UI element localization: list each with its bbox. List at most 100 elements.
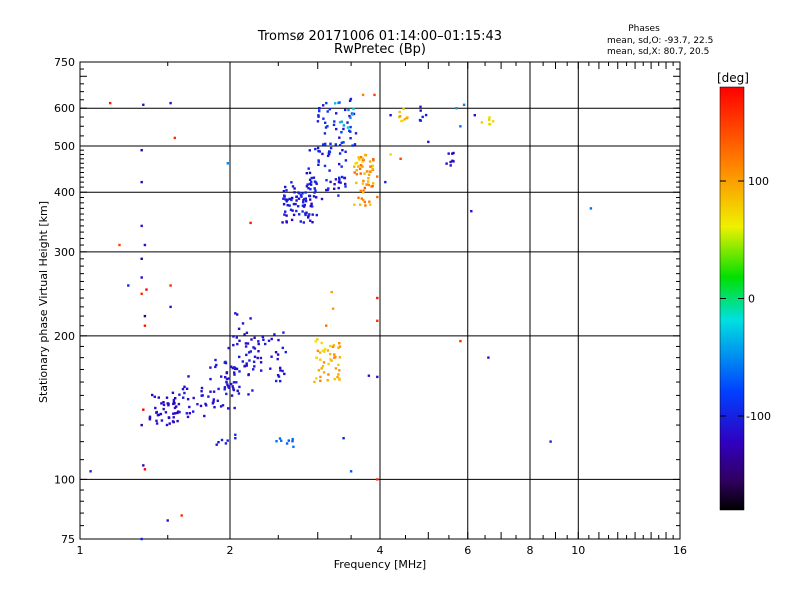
data-point <box>331 307 335 310</box>
data-point <box>322 361 326 364</box>
data-point <box>227 346 230 350</box>
data-point <box>274 351 278 354</box>
data-point <box>376 375 379 379</box>
data-point <box>277 375 281 378</box>
data-point <box>185 412 188 415</box>
data-point <box>363 186 366 190</box>
data-point <box>405 116 408 120</box>
data-point <box>427 140 430 144</box>
data-point <box>327 187 330 190</box>
data-point <box>361 93 365 97</box>
data-point <box>252 368 255 371</box>
data-point <box>188 412 191 415</box>
data-point <box>212 390 216 393</box>
data-point <box>247 393 250 396</box>
data-point <box>310 202 313 205</box>
data-point <box>217 441 220 444</box>
y-tick-label: 500 <box>54 140 75 153</box>
data-point <box>365 170 369 173</box>
data-point <box>201 394 204 397</box>
data-point <box>173 406 177 410</box>
data-point <box>332 344 336 347</box>
data-point <box>399 157 402 160</box>
data-point <box>357 196 360 199</box>
data-point <box>209 390 212 393</box>
data-point <box>172 416 175 419</box>
data-point <box>153 395 156 398</box>
data-point <box>323 132 327 135</box>
x-tick-label: 2 <box>227 544 234 557</box>
data-point <box>353 165 356 168</box>
data-point <box>226 383 229 386</box>
data-point <box>376 478 379 481</box>
data-point <box>192 410 195 413</box>
data-point <box>200 386 204 390</box>
data-point <box>227 385 230 388</box>
data-point <box>314 147 317 151</box>
data-point <box>349 116 352 119</box>
data-point <box>169 101 172 105</box>
data-point <box>357 156 360 159</box>
data-point <box>187 375 190 378</box>
data-point <box>400 119 403 123</box>
data-point <box>259 361 263 364</box>
data-point <box>308 213 311 216</box>
data-point <box>309 219 312 222</box>
data-point <box>176 411 179 415</box>
data-point <box>284 210 287 213</box>
data-point <box>352 107 355 111</box>
data-point <box>282 331 285 334</box>
data-point <box>160 402 163 405</box>
data-point <box>213 406 216 409</box>
data-point <box>318 109 321 113</box>
data-point <box>355 169 358 172</box>
data-point <box>288 197 291 201</box>
data-point <box>365 183 368 186</box>
data-point <box>237 327 241 330</box>
data-point <box>328 169 331 172</box>
data-point <box>286 204 289 207</box>
data-point <box>331 345 335 348</box>
data-point <box>326 188 329 192</box>
data-point <box>89 470 92 473</box>
data-point <box>284 198 287 201</box>
data-point <box>245 362 248 365</box>
data-point <box>315 196 318 199</box>
data-point <box>308 194 312 198</box>
data-point <box>326 154 330 158</box>
data-point <box>337 186 340 190</box>
data-point <box>326 125 329 128</box>
data-point <box>315 182 318 185</box>
data-point <box>172 402 175 406</box>
data-point <box>220 438 224 442</box>
data-point <box>315 356 319 360</box>
data-point <box>283 213 286 216</box>
data-point <box>224 442 228 445</box>
data-point <box>247 373 250 377</box>
data-point <box>292 202 296 206</box>
data-point <box>342 127 345 131</box>
data-point <box>419 109 422 112</box>
data-point <box>285 220 288 223</box>
data-point <box>359 203 362 206</box>
data-point <box>362 189 365 192</box>
data-point <box>326 379 329 382</box>
data-point <box>362 191 365 194</box>
data-point <box>334 367 338 370</box>
data-point <box>344 108 347 112</box>
data-point <box>549 440 552 443</box>
data-point <box>231 366 234 370</box>
data-point <box>329 142 332 145</box>
data-point <box>363 172 366 175</box>
data-point <box>346 121 349 124</box>
data-point <box>302 199 305 202</box>
data-point <box>372 182 375 185</box>
data-point <box>183 391 186 395</box>
data-point <box>355 161 359 165</box>
data-point <box>216 399 219 402</box>
data-point <box>282 203 286 206</box>
data-point <box>299 194 303 197</box>
data-point <box>155 419 158 422</box>
data-point <box>344 185 347 188</box>
data-point <box>219 405 223 408</box>
